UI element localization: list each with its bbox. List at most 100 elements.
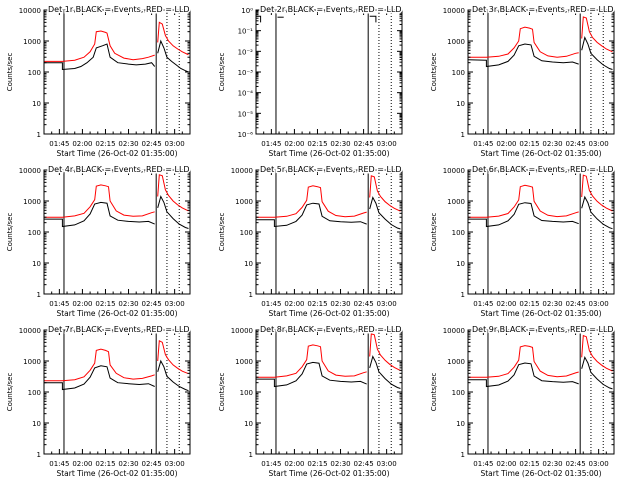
x-tick-label: 01:45 xyxy=(473,140,493,148)
x-axis-label: Start Time (26-Oct-02 01:35:00) xyxy=(268,149,389,158)
chart-panel-5: 1 10 100 1000 10000 01:45 02:00 02:15 02:30 02:45… xyxy=(218,164,403,319)
y-tick-label: 1 xyxy=(249,451,253,459)
x-tick-label: 02:30 xyxy=(118,300,138,308)
y-tick-label: 1 xyxy=(37,131,41,139)
x-tick-label: 02:00 xyxy=(496,140,516,148)
x-tick-label: 01:45 xyxy=(473,460,493,468)
y-tick-label: 10 xyxy=(244,420,253,428)
x-tick-label: 02:45 xyxy=(353,460,373,468)
y-tick-label: 10000 xyxy=(19,327,41,335)
x-tick-label: 02:30 xyxy=(542,300,562,308)
events-series-line xyxy=(369,196,401,230)
x-axis-label: Start Time (26-Oct-02 01:35:00) xyxy=(268,469,389,478)
chart-panel-4: 1 10 100 1000 10000 01:45 02:00 02:15 02:30 02:45… xyxy=(6,164,191,319)
chart-title: Det 4r BLACK = Events, RED = LLD xyxy=(48,165,190,174)
lld-series-line xyxy=(157,21,189,56)
y-tick-label: 10000 xyxy=(231,327,253,335)
x-tick-label: 01:45 xyxy=(261,140,281,148)
x-tick-label: 02:45 xyxy=(565,300,585,308)
chart-title: Det 3r BLACK = Events, RED = LLD xyxy=(472,5,614,14)
y-axis-label: Counts/sec xyxy=(430,213,438,252)
y-tick-label: 100 xyxy=(240,389,253,397)
y-tick-label: 10 xyxy=(32,260,41,268)
events-series-line xyxy=(44,365,155,391)
y-axis-label: Counts/sec xyxy=(6,373,14,412)
x-tick-label: 02:15 xyxy=(307,300,327,308)
chart-panel-1: 1 10 100 1000 10000 01:45 02:00 02:15 02:30 02:45… xyxy=(6,4,191,159)
events-series-line xyxy=(581,355,613,390)
chart-panel-9: 1 10 100 1000 10000 01:45 02:00 02:15 02:30 02:45… xyxy=(430,324,615,479)
y-tick-label: 10 xyxy=(32,100,41,108)
x-tick-label: 01:45 xyxy=(473,300,493,308)
x-tick-label: 03:00 xyxy=(589,140,609,148)
y-tick-label: 10000 xyxy=(443,7,465,15)
plot-frame xyxy=(255,329,403,455)
chart-title: Det 8r BLACK = Events, RED = LLD xyxy=(260,325,402,334)
events-series-line xyxy=(157,195,189,229)
y-tick-label: 1 xyxy=(37,451,41,459)
x-tick-label: 02:15 xyxy=(95,460,115,468)
plot-frame xyxy=(43,169,191,295)
x-tick-label: 02:45 xyxy=(141,460,161,468)
y-tick-label: 100 xyxy=(452,389,465,397)
chart-panel-7: 1 10 100 1000 10000 01:45 02:00 02:15 02:30 02:45… xyxy=(6,324,191,479)
y-tick-label: 1000 xyxy=(23,38,41,46)
y-tick-label: 10000 xyxy=(19,7,41,15)
x-tick-label: 03:00 xyxy=(165,140,185,148)
y-axis-label: Counts/sec xyxy=(6,53,14,92)
chart-title: Det 9r BLACK = Events, RED = LLD xyxy=(472,325,614,334)
x-axis-label: Start Time (26-Oct-02 01:35:00) xyxy=(56,149,177,158)
x-axis-label: Start Time (26-Oct-02 01:35:00) xyxy=(56,469,177,478)
y-tick-label: 10 xyxy=(456,260,465,268)
x-tick-label: 02:30 xyxy=(330,460,350,468)
lld-series-line xyxy=(157,174,189,212)
events-series-line xyxy=(369,15,377,23)
y-tick-label: 10⁻² xyxy=(238,48,254,56)
x-tick-label: 02:00 xyxy=(284,140,304,148)
chart-title: Det 6r BLACK = Events, RED = LLD xyxy=(472,165,614,174)
y-axis-label: Counts/sec xyxy=(218,373,226,412)
lld-series-line xyxy=(44,184,155,218)
y-tick-label: 10⁻¹ xyxy=(238,28,254,36)
x-tick-label: 01:45 xyxy=(49,140,69,148)
lld-series-line xyxy=(256,344,367,378)
plot-frame xyxy=(255,169,403,295)
events-series-line xyxy=(256,361,367,388)
x-tick-label: 02:15 xyxy=(95,300,115,308)
x-axis-label: Start Time (26-Oct-02 01:35:00) xyxy=(480,469,601,478)
x-tick-label: 02:45 xyxy=(565,460,585,468)
events-series-line xyxy=(581,195,613,230)
chart-panel-3: 1 10 100 1000 10000 01:45 02:00 02:15 02:30 02:45… xyxy=(430,4,615,159)
y-tick-label: 100 xyxy=(28,389,41,397)
y-tick-label: 10 xyxy=(244,260,253,268)
y-tick-label: 10⁻⁶ xyxy=(238,131,254,139)
x-tick-label: 02:15 xyxy=(519,300,539,308)
events-series-line xyxy=(468,202,579,228)
y-tick-label: 100 xyxy=(240,229,253,237)
plot-frame xyxy=(467,9,615,135)
y-tick-label: 1000 xyxy=(23,198,41,206)
y-tick-label: 10000 xyxy=(19,167,41,175)
x-tick-label: 02:15 xyxy=(95,140,115,148)
plot-frame xyxy=(43,329,191,455)
chart-panel-8: 1 10 100 1000 10000 01:45 02:00 02:15 02:30 02:45… xyxy=(218,324,403,479)
y-tick-label: 1000 xyxy=(235,198,253,206)
lld-series-line xyxy=(256,185,367,218)
plot-frame xyxy=(467,169,615,295)
events-series-line xyxy=(157,39,189,73)
x-tick-label: 01:45 xyxy=(261,460,281,468)
lld-series-line xyxy=(157,340,189,375)
lld-series-line xyxy=(581,16,613,53)
x-axis-label: Start Time (26-Oct-02 01:35:00) xyxy=(268,309,389,318)
x-axis-label: Start Time (26-Oct-02 01:35:00) xyxy=(56,309,177,318)
x-tick-label: 02:45 xyxy=(141,300,161,308)
lld-series-line xyxy=(468,26,579,58)
x-tick-label: 02:00 xyxy=(496,460,516,468)
y-tick-label: 10⁰ xyxy=(241,7,253,15)
x-tick-label: 02:30 xyxy=(542,460,562,468)
plot-frame xyxy=(43,9,191,135)
y-axis-label: Counts/sec xyxy=(218,53,226,92)
y-tick-label: 100 xyxy=(28,229,41,237)
lld-series-line xyxy=(369,175,401,212)
